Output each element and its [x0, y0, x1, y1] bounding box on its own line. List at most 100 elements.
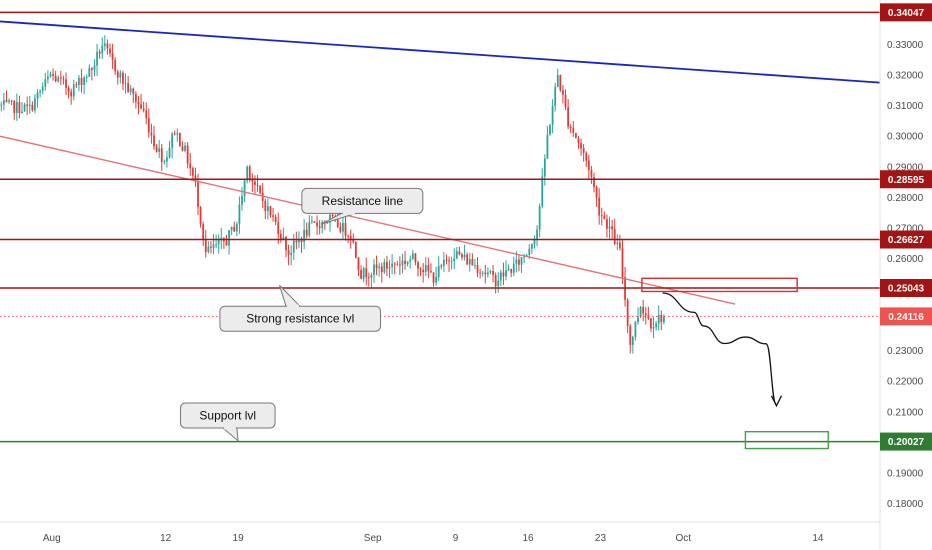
- candle-body: [396, 264, 399, 266]
- candle-body: [455, 251, 458, 259]
- candle-body: [518, 259, 520, 265]
- candle-body: [326, 222, 329, 224]
- candle-body: [259, 186, 262, 193]
- candle-body: [360, 270, 362, 279]
- candle-body: [80, 78, 83, 86]
- candle-body: [593, 177, 595, 187]
- candle-body: [23, 104, 26, 112]
- candle-body: [492, 270, 494, 275]
- candle-body: [313, 221, 316, 223]
- candle-body: [409, 259, 412, 262]
- candle-body: [295, 240, 298, 243]
- candle-body: [5, 100, 8, 102]
- trendline-resistance-line: [0, 135, 736, 305]
- x-tick-label: 9: [453, 533, 459, 544]
- candle-body: [101, 45, 104, 54]
- candle-body: [238, 204, 241, 224]
- y-tick-label: 0.22000: [887, 377, 924, 388]
- candle-body: [562, 90, 564, 95]
- candle-body: [261, 192, 264, 201]
- candle-body: [93, 65, 96, 70]
- candle-body: [422, 269, 425, 272]
- candle-body: [339, 227, 342, 232]
- candle-body: [637, 316, 639, 323]
- candle-body: [453, 258, 456, 262]
- candle-body: [186, 145, 189, 164]
- candle-body: [176, 133, 179, 135]
- candle-body: [147, 118, 150, 133]
- candle-body: [432, 272, 435, 283]
- candle-body: [391, 263, 394, 268]
- candle-body: [59, 77, 62, 79]
- candle-body: [551, 106, 554, 125]
- candle-body: [243, 180, 246, 197]
- candle-body: [613, 229, 616, 244]
- callout-box: [301, 187, 424, 214]
- callout-box: [219, 305, 382, 332]
- candle-body: [54, 75, 57, 82]
- candle-body: [233, 226, 236, 232]
- candle-body: [235, 223, 238, 232]
- candle-body: [652, 327, 655, 329]
- candle-body: [83, 77, 86, 86]
- candle-body: [248, 166, 251, 179]
- candle-body: [254, 181, 256, 185]
- candle-body: [484, 272, 487, 275]
- candle-body: [246, 166, 249, 181]
- candle-body: [90, 68, 93, 70]
- candle-body: [461, 254, 463, 258]
- candle-body: [417, 262, 419, 269]
- candle-body: [662, 316, 665, 322]
- candle-body: [178, 133, 181, 147]
- candle-body: [437, 265, 440, 277]
- candle-body: [137, 102, 140, 105]
- candle-body: [543, 158, 546, 177]
- candle-body: [207, 246, 210, 252]
- candle-body: [538, 206, 541, 230]
- candle-body: [595, 186, 598, 198]
- candle-body: [127, 83, 130, 92]
- y-tick-label: 0.23000: [887, 346, 924, 357]
- candle-body: [435, 276, 438, 283]
- candle-body: [150, 132, 153, 136]
- candle-body: [378, 266, 381, 269]
- candle-body: [142, 108, 145, 111]
- candle-body: [458, 251, 461, 255]
- candle-body: [440, 265, 443, 267]
- resistance-zone: [641, 277, 798, 293]
- candle-body: [67, 87, 70, 92]
- candle-body: [85, 76, 88, 78]
- candle-body: [577, 138, 580, 143]
- candle-body: [269, 206, 272, 216]
- candle-body: [264, 200, 267, 212]
- x-tick-label: Aug: [43, 533, 61, 544]
- candle-body: [354, 242, 357, 258]
- candle-body: [600, 215, 603, 217]
- candle-body: [282, 237, 285, 240]
- candle-body: [386, 261, 388, 269]
- candle-body: [393, 263, 396, 265]
- candle-body: [266, 206, 269, 212]
- candle-body: [111, 53, 114, 60]
- candle-body: [375, 264, 378, 269]
- candle-body: [502, 272, 505, 277]
- candle-body: [197, 181, 199, 208]
- callout-pointer: [222, 427, 239, 443]
- level-0.20027-badge-label: 0.20027: [888, 437, 925, 448]
- level-0.34047-badge: [880, 3, 932, 22]
- candle-body: [88, 68, 91, 77]
- candle-body: [507, 269, 510, 271]
- candle-body: [15, 102, 18, 113]
- level-0.20027-badge: [880, 432, 932, 451]
- resistance-line-callout: Resistance line: [301, 187, 424, 225]
- candle-body: [463, 254, 466, 258]
- y-tick-label: 0.27000: [887, 224, 924, 235]
- candle-body: [611, 226, 614, 230]
- candle-body: [78, 78, 80, 85]
- candle-body: [644, 313, 647, 316]
- callout-seam: [287, 304, 300, 308]
- candle-body: [629, 325, 632, 345]
- y-tick-label: 0.26000: [887, 254, 924, 265]
- candle-body: [515, 259, 518, 264]
- candle-body: [26, 104, 29, 106]
